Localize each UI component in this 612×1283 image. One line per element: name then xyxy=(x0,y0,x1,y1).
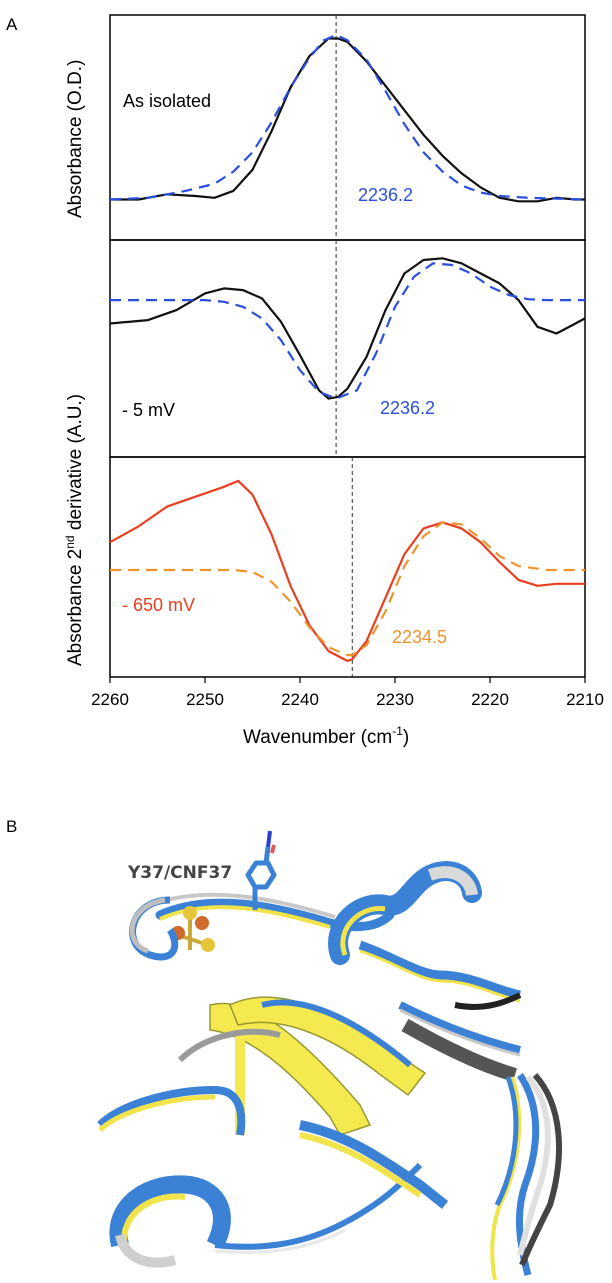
series-line-solid-black xyxy=(109,257,586,400)
x-tick-label: 2230 xyxy=(376,690,414,709)
series-line-solid-black xyxy=(110,37,585,203)
x-tick-label: 2240 xyxy=(281,690,319,709)
backbone-strand xyxy=(155,898,395,932)
beta-sheet-central xyxy=(209,996,427,1136)
series-line-dashed-blue xyxy=(110,262,585,400)
series-line-dashed-blue xyxy=(109,33,586,201)
protein-ribbon-structure xyxy=(97,830,562,1281)
panel-a-chart: A 2260 2250 2240 2230 2220 2210 As isolated 2… xyxy=(6,14,604,748)
panel-2-annotation: - 5 mV xyxy=(122,400,175,420)
backbone-arc xyxy=(98,1094,216,1132)
x-tick-label: 2220 xyxy=(471,690,509,709)
panel-1-peak-label: 2236.2 xyxy=(358,185,413,205)
x-tick-label: 2260 xyxy=(91,690,129,709)
peak-marker-lines xyxy=(335,15,353,677)
tyrosine-side-chain xyxy=(245,830,277,910)
panel-3-annotation: - 650 mV xyxy=(122,595,195,615)
x-tick-label: 2250 xyxy=(186,690,224,709)
series-line-solid-red xyxy=(109,479,585,663)
panel-b-letter: B xyxy=(6,817,17,836)
backbone-arc xyxy=(177,1028,281,1063)
panel-1-frame xyxy=(109,14,586,241)
backbone-loop xyxy=(129,897,166,954)
y-axis-title-top: Absorbance (O.D.) xyxy=(65,60,86,218)
x-axis-ticks: 2260 2250 2240 2230 2220 2210 xyxy=(91,677,604,709)
y-axis-title-bottom: Absorbance 2nd derivative (A.U.) xyxy=(63,394,86,666)
helix-top-right xyxy=(328,861,482,965)
helix-bottom xyxy=(109,1175,231,1268)
right-beta-sheet xyxy=(358,940,522,1082)
x-tick-label: 2210 xyxy=(566,690,604,709)
c-terminal-tails xyxy=(490,1072,562,1281)
spectrum-curves xyxy=(109,33,586,663)
backbone-strand xyxy=(149,892,336,919)
panel-2-peak-label: 2236.2 xyxy=(380,398,435,418)
panel-b-structure: B Y37/CNF37 xyxy=(6,817,562,1281)
residue-label: Y37/CNF37 xyxy=(127,863,232,883)
panel-2-frame xyxy=(109,239,586,458)
backbone-strand xyxy=(214,1228,346,1254)
panel-a-letter: A xyxy=(6,15,18,34)
panel-3-peak-label: 2234.5 xyxy=(392,627,447,647)
x-axis-title: Wavenumber (cm-1) xyxy=(243,724,409,748)
series-line-dashed-orange xyxy=(110,521,585,657)
backbone-strand xyxy=(159,905,331,929)
backbone-strand xyxy=(299,1132,422,1198)
panel-3-frame xyxy=(109,456,586,678)
panel-1-annotation: As isolated xyxy=(123,91,211,111)
backbone-strand xyxy=(299,1120,449,1209)
backbone-arc xyxy=(97,1085,246,1136)
